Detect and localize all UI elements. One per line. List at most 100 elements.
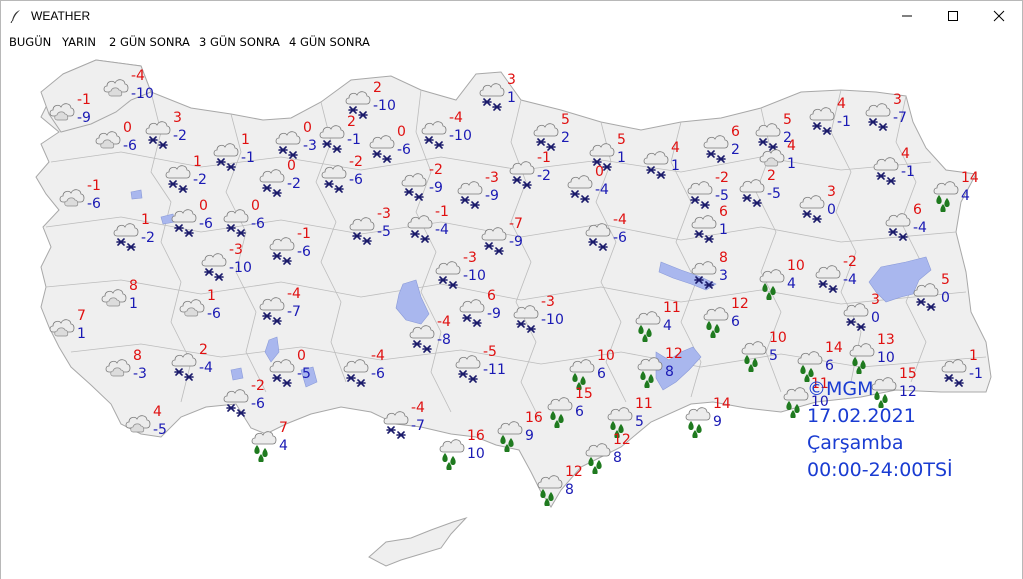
rain-icon — [849, 343, 875, 374]
min-temp: -1 — [969, 366, 983, 382]
station-81: 12 8 — [535, 464, 595, 506]
max-temp: 6 — [913, 202, 922, 218]
station-9: 1 -2 — [111, 212, 171, 252]
date-label: 17.02.2021 — [807, 405, 916, 427]
max-temp: 16 — [467, 428, 485, 444]
max-temp: 8 — [719, 250, 728, 266]
min-temp: -1 — [241, 150, 255, 166]
max-temp: 5 — [783, 112, 792, 128]
min-temp: -7 — [411, 418, 425, 434]
station-0: -4 -10 — [101, 68, 161, 108]
min-temp: -10 — [541, 312, 564, 328]
menu-bar: BUGÜN YARIN 2 GÜN SONRA 3 GÜN SONRA 4 GÜ… — [1, 32, 1022, 52]
snow-icon — [567, 175, 593, 203]
snow-icon — [799, 195, 825, 223]
snow-icon — [459, 299, 485, 327]
station-32: 4 -1 — [871, 146, 931, 186]
station-36: -7 -9 — [479, 216, 539, 256]
station-31: 2 -5 — [737, 168, 797, 208]
min-temp: -10 — [463, 268, 486, 284]
snow-icon — [509, 161, 535, 189]
min-temp: -10 — [449, 128, 472, 144]
min-temp: 4 — [279, 438, 288, 454]
max-temp: -4 — [613, 212, 627, 228]
station-37: -4 -6 — [583, 212, 643, 252]
max-temp: 4 — [671, 140, 680, 156]
snow-icon — [345, 91, 371, 119]
max-temp: 14 — [825, 340, 843, 356]
station-5: -1 -6 — [57, 178, 117, 218]
snow-icon — [815, 265, 841, 293]
lake-burdur — [230, 367, 244, 381]
cloudy-icon — [103, 79, 129, 97]
max-temp: 1 — [241, 132, 250, 148]
min-temp: -10 — [229, 260, 252, 276]
menu-4-days[interactable]: 4 GÜN SONRA — [289, 35, 370, 49]
snow-icon — [533, 123, 559, 151]
max-temp: 10 — [769, 330, 787, 346]
rain-icon — [585, 443, 611, 474]
station-10: 0 -6 — [221, 198, 281, 238]
menu-today[interactable]: BUGÜN — [9, 35, 52, 49]
min-temp: -6 — [251, 396, 265, 412]
snow-icon — [691, 261, 717, 289]
lake-tuz — [395, 279, 430, 325]
min-temp: 4 — [787, 276, 796, 292]
min-temp: -1 — [837, 114, 851, 130]
max-temp: 15 — [899, 366, 917, 382]
station-45: 10 4 — [757, 258, 817, 300]
cloudy-icon — [49, 103, 75, 121]
snow-icon — [913, 283, 939, 311]
min-temp: 1 — [77, 326, 86, 342]
lake-egirdir — [264, 336, 280, 363]
rain-icon — [537, 475, 563, 506]
min-temp: 4 — [961, 188, 970, 204]
max-temp: 3 — [827, 184, 836, 200]
snow-icon — [259, 169, 285, 197]
station-6: 1 -2 — [163, 154, 223, 194]
snow-icon — [223, 209, 249, 237]
lakes — [130, 189, 932, 391]
station-46: -2 -4 — [813, 254, 873, 294]
max-temp: -1 — [435, 204, 449, 220]
max-temp: 12 — [665, 346, 683, 362]
station-51: 6 -9 — [457, 288, 517, 328]
minimize-button[interactable] — [884, 1, 930, 31]
menu-tomorrow[interactable]: YARIN — [62, 35, 96, 49]
min-temp: 6 — [575, 404, 584, 420]
snow-icon — [809, 107, 835, 135]
snow-icon — [223, 389, 249, 417]
max-temp: 0 — [397, 124, 406, 140]
station-22: 4 -1 — [807, 96, 867, 136]
menu-3-days[interactable]: 3 GÜN SONRA — [199, 35, 280, 49]
rain-icon — [547, 397, 573, 428]
maximize-button[interactable] — [930, 1, 976, 31]
max-temp: 0 — [303, 120, 312, 136]
min-temp: 0 — [871, 310, 880, 326]
rain-icon — [569, 359, 595, 390]
min-temp: -4 — [199, 360, 213, 376]
min-temp: -11 — [483, 362, 506, 378]
min-temp: 3 — [719, 268, 728, 284]
window-title: WEATHER — [31, 9, 91, 23]
station-53: -4 -8 — [407, 314, 467, 354]
station-25: -2 -9 — [399, 162, 459, 202]
min-temp: 5 — [769, 348, 778, 364]
snow-icon — [401, 173, 427, 201]
rain-icon — [685, 407, 711, 438]
station-28: 0 -4 — [565, 164, 625, 204]
min-temp: -6 — [349, 172, 363, 188]
station-78: 16 10 — [437, 428, 497, 470]
max-temp: 12 — [565, 464, 583, 480]
lake-van — [868, 256, 932, 303]
close-button[interactable] — [976, 1, 1022, 31]
menu-2-days[interactable]: 2 GÜN SONRA — [109, 35, 190, 49]
max-temp: 12 — [731, 296, 749, 312]
min-temp: 2 — [731, 142, 740, 158]
station-15: -4 -10 — [419, 110, 479, 150]
max-temp: 11 — [635, 396, 653, 412]
max-temp: 5 — [561, 112, 570, 128]
max-temp: 6 — [719, 204, 728, 220]
